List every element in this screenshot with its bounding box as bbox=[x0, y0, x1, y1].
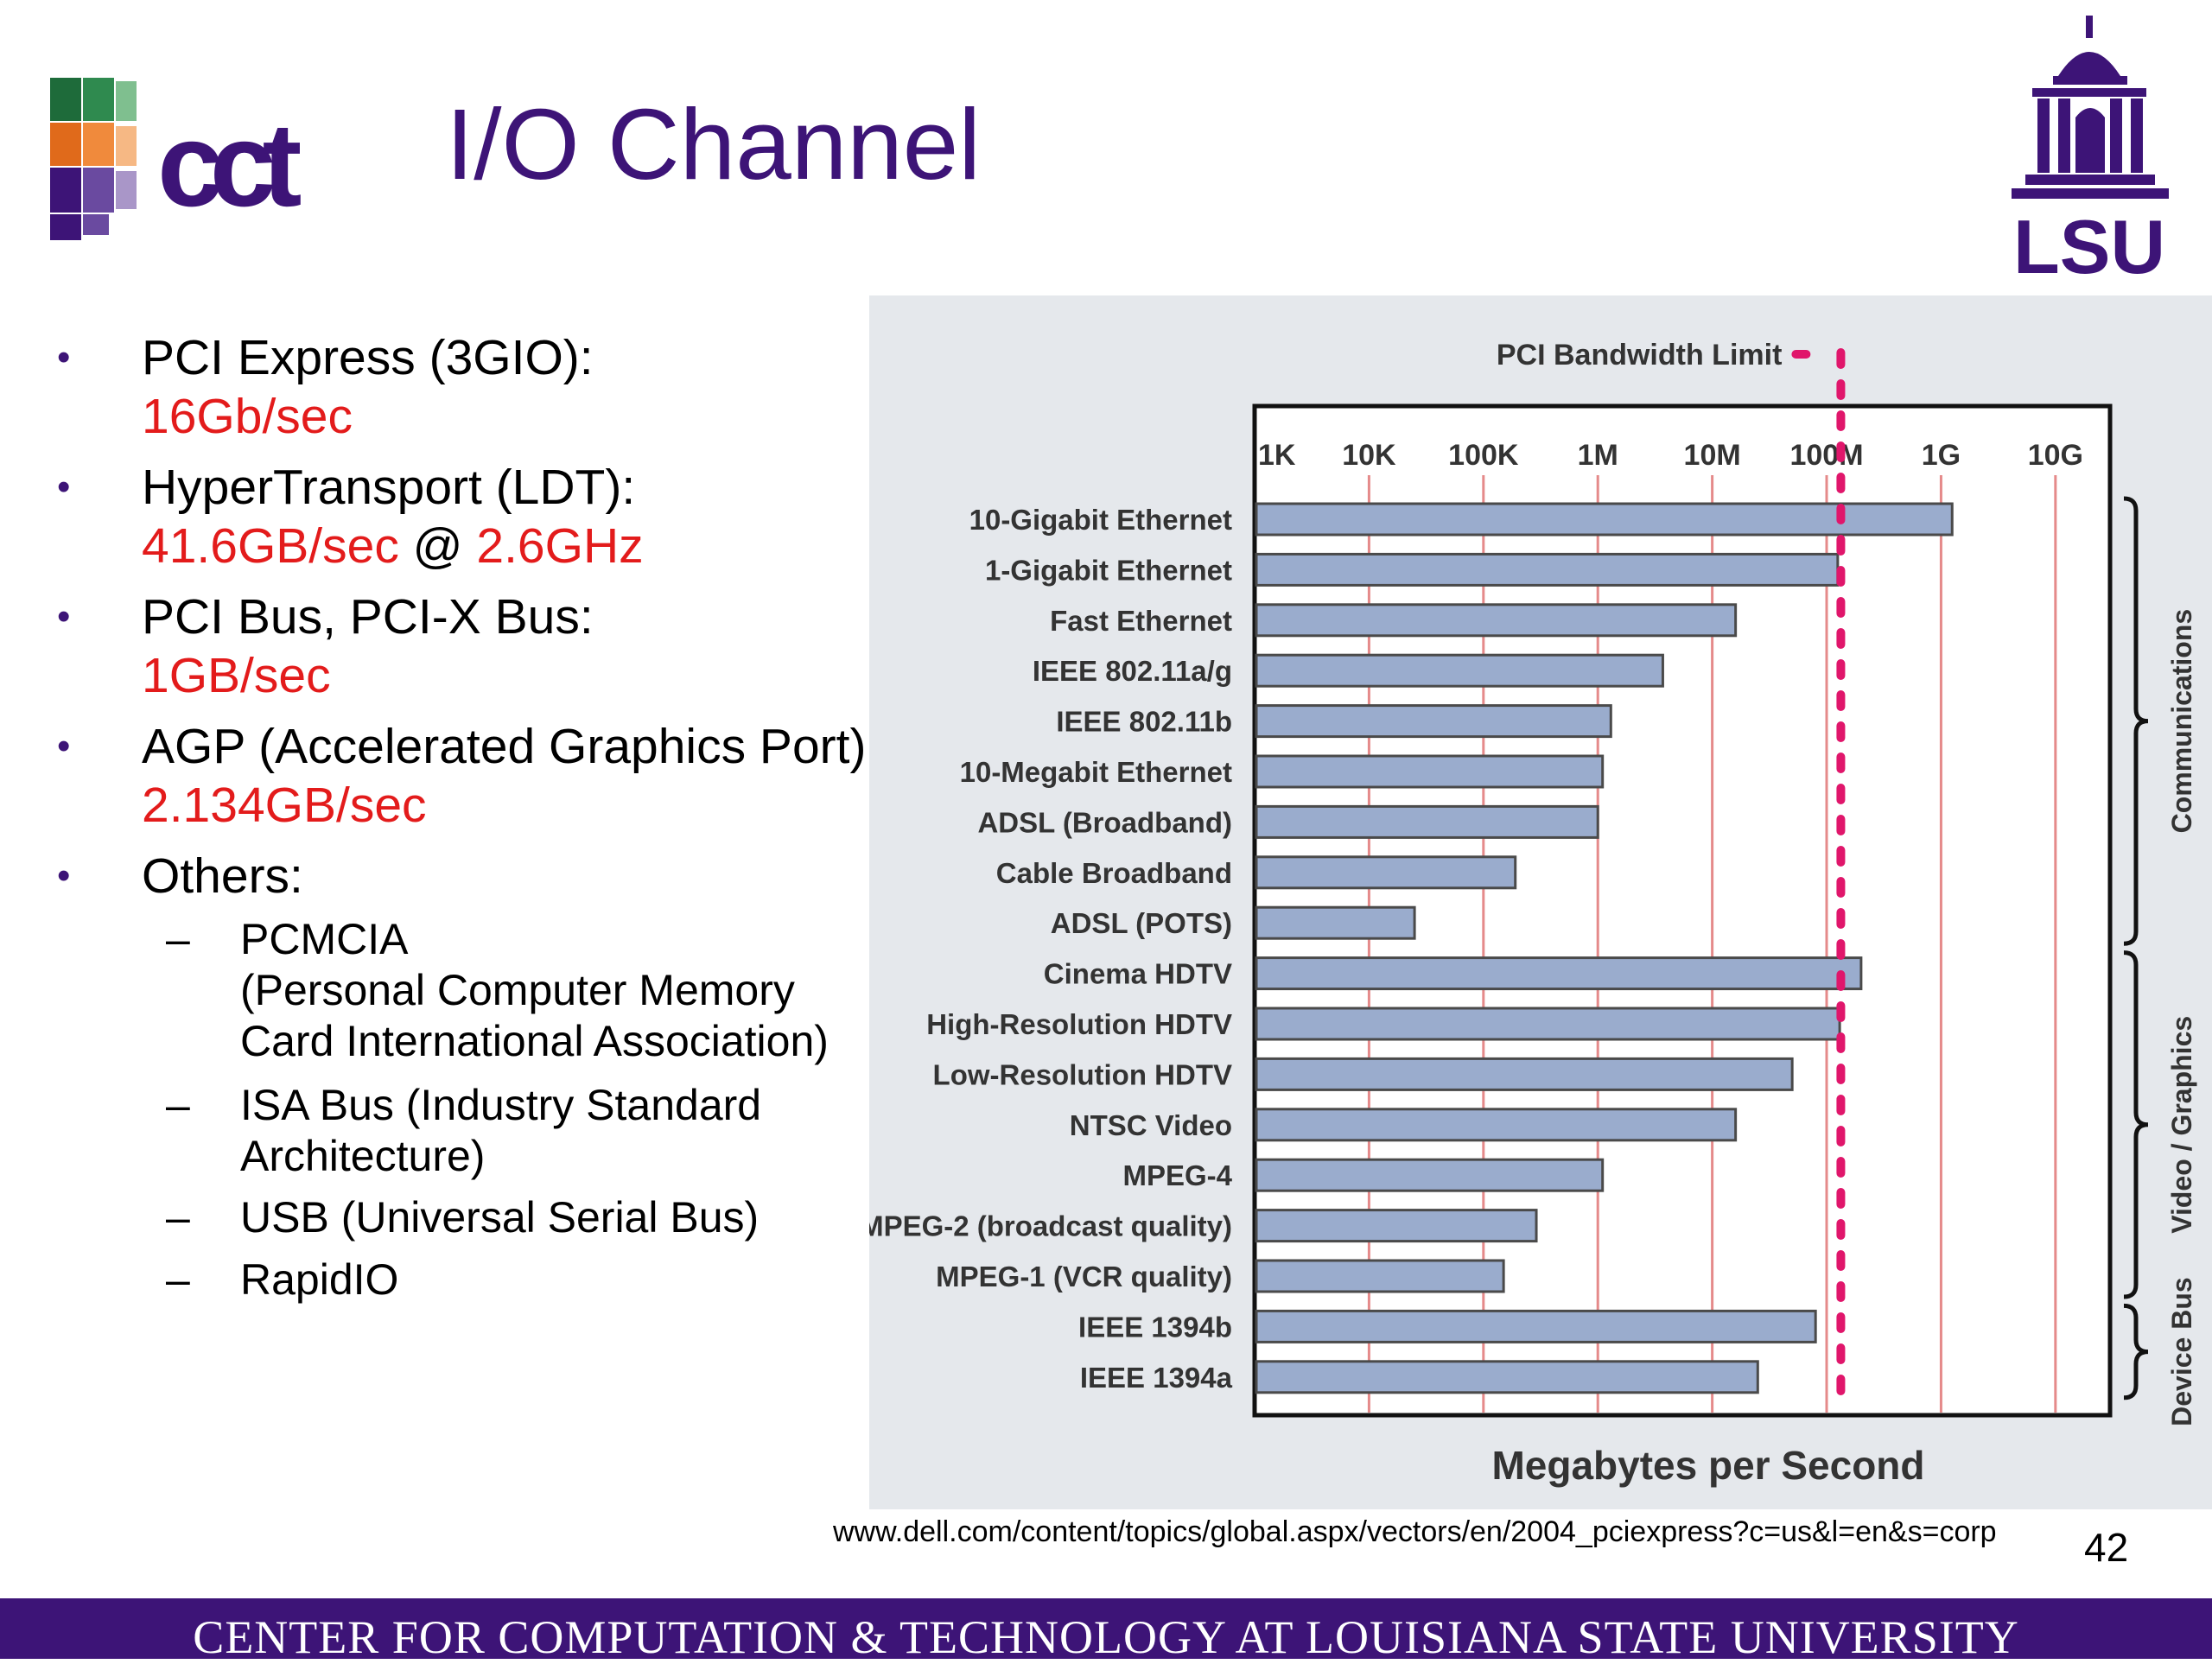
category-label: IEEE 802.11b bbox=[1056, 706, 1232, 738]
sub-bullet-line: Card International Association) bbox=[240, 1017, 829, 1065]
sub-bullet-line: ISA Bus (Industry Standard bbox=[240, 1081, 762, 1129]
bullet-label: Others: bbox=[142, 848, 303, 904]
footer-text: CENTER FOR COMPUTATION & TECHNOLOGY AT L… bbox=[193, 1611, 2019, 1663]
bullet-value: 41.6GB/sec bbox=[142, 518, 399, 574]
x-tick-label: 10K bbox=[1342, 439, 1396, 472]
bar bbox=[1255, 1309, 1817, 1343]
category-label: ADSL (POTS) bbox=[1051, 907, 1232, 939]
group-label: Video / Graphics bbox=[2166, 1016, 2197, 1234]
slide-title: I/O Channel bbox=[446, 88, 982, 200]
x-tick-label: 1G bbox=[1922, 439, 1961, 472]
bullet-value: 2.6GHz bbox=[476, 518, 644, 574]
sub-bullet-marker: – bbox=[166, 1081, 190, 1129]
bar bbox=[1255, 704, 1612, 739]
bullet-value: 1GB/sec bbox=[142, 648, 331, 703]
bar bbox=[1255, 1209, 1538, 1243]
category-label: IEEE 802.11a/g bbox=[1033, 655, 1232, 687]
bar bbox=[1255, 1057, 1794, 1091]
bar bbox=[1255, 653, 1664, 688]
bandwidth-chart: 1K 10K 100K 1M 10M 100M 1G 10G 10-Gigabit Ethern… bbox=[869, 295, 2212, 1509]
lsu-logo-text: LSU bbox=[2013, 204, 2165, 280]
x-tick-label: 100M bbox=[1789, 439, 1863, 472]
group-label: Communications bbox=[2166, 609, 2197, 834]
bullet-marker: • bbox=[57, 854, 71, 897]
category-label: Fast Ethernet bbox=[1050, 605, 1232, 637]
bar bbox=[1255, 1007, 1841, 1041]
bar bbox=[1255, 1360, 1759, 1394]
x-tick-label: 100K bbox=[1448, 439, 1519, 472]
sub-bullet-marker: – bbox=[166, 1255, 190, 1304]
sub-bullet-line: RapidIO bbox=[240, 1255, 399, 1304]
bullet-label: PCI Bus, PCI-X Bus: bbox=[142, 589, 594, 645]
bar bbox=[1255, 552, 1840, 587]
group-label: Device Bus bbox=[2166, 1277, 2197, 1426]
bullet-label: AGP (Accelerated Graphics Port) bbox=[142, 719, 867, 774]
category-label: IEEE 1394b bbox=[1078, 1311, 1232, 1343]
bullet-joiner: @ bbox=[398, 518, 477, 574]
bar bbox=[1255, 502, 1954, 537]
group-brace bbox=[2123, 1303, 2149, 1400]
bar bbox=[1255, 1259, 1505, 1293]
sub-bullet-line: (Personal Computer Memory bbox=[240, 966, 795, 1014]
sub-bullet-marker: – bbox=[166, 915, 190, 963]
bullet-marker: • bbox=[57, 336, 71, 378]
reference-line-label: PCI Bandwidth Limit bbox=[1497, 339, 1783, 372]
cct-logo-text: cct bbox=[157, 98, 301, 232]
category-label: Cable Broadband bbox=[996, 857, 1232, 889]
bullet-value: 16Gb/sec bbox=[142, 389, 353, 444]
category-label: 1-Gigabit Ethernet bbox=[985, 554, 1232, 586]
category-label: ADSL (Broadband) bbox=[977, 806, 1232, 838]
category-label: MPEG-1 (VCR quality) bbox=[936, 1261, 1232, 1292]
category-label: IEEE 1394a bbox=[1080, 1362, 1233, 1394]
category-label: MPEG-2 (broadcast quality) bbox=[869, 1210, 1232, 1242]
bar bbox=[1255, 804, 1599, 839]
cct-logo: cct bbox=[50, 78, 315, 240]
bullet-label: PCI Express (3GIO): bbox=[142, 330, 594, 385]
category-label: 10-Gigabit Ethernet bbox=[969, 504, 1232, 536]
group-brace bbox=[2123, 950, 2149, 1299]
source-url[interactable]: www.dell.com/content/topics/global.aspx/… bbox=[833, 1515, 1997, 1548]
x-tick-label: 1K bbox=[1258, 439, 1296, 472]
category-label: NTSC Video bbox=[1070, 1109, 1232, 1141]
bar bbox=[1255, 1158, 1605, 1192]
category-label: Low-Resolution HDTV bbox=[933, 1058, 1232, 1090]
bullet-marker: • bbox=[57, 725, 71, 767]
bar bbox=[1255, 754, 1605, 789]
lsu-logo: LSU bbox=[2012, 16, 2169, 280]
bar bbox=[1255, 855, 1517, 890]
sub-bullet-line: Architecture) bbox=[240, 1132, 486, 1180]
sub-bullet-line: USB (Universal Serial Bus) bbox=[240, 1193, 760, 1242]
x-axis-title: Megabytes per Second bbox=[1491, 1443, 1924, 1488]
category-label: High-Resolution HDTV bbox=[926, 1008, 1232, 1040]
bar bbox=[1255, 1108, 1738, 1142]
bullet-value: 2.134GB/sec bbox=[142, 778, 427, 833]
x-tick-label: 10M bbox=[1684, 439, 1741, 472]
footer-bar: CENTER FOR COMPUTATION & TECHNOLOGY AT L… bbox=[0, 1598, 2212, 1663]
sub-bullet-line: PCMCIA bbox=[240, 915, 409, 963]
page-number: 42 bbox=[2084, 1525, 2129, 1570]
bar bbox=[1255, 905, 1416, 940]
x-tick-label: 1M bbox=[1578, 439, 1618, 472]
bullet-marker: • bbox=[57, 466, 71, 508]
bar bbox=[1255, 603, 1738, 638]
category-label: Cinema HDTV bbox=[1044, 958, 1232, 990]
bar bbox=[1255, 956, 1863, 991]
x-tick-label: 10G bbox=[2028, 439, 2083, 472]
category-label: MPEG-4 bbox=[1122, 1159, 1232, 1191]
bullet-label: HyperTransport (LDT): bbox=[142, 460, 636, 515]
sub-bullet-marker: – bbox=[166, 1193, 190, 1242]
bullet-marker: • bbox=[57, 595, 71, 638]
group-brace bbox=[2123, 496, 2149, 946]
category-label: 10-Megabit Ethernet bbox=[960, 756, 1232, 788]
